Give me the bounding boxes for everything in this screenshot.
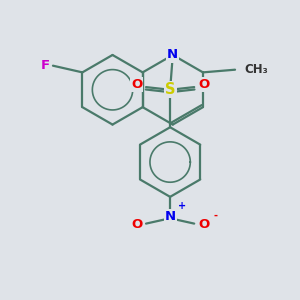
- Text: +: +: [178, 201, 186, 211]
- Text: O: O: [131, 218, 142, 231]
- Text: F: F: [40, 59, 50, 72]
- Text: O: O: [198, 78, 209, 91]
- Text: O: O: [131, 78, 142, 91]
- Text: -: -: [214, 211, 218, 220]
- Text: N: N: [167, 49, 178, 62]
- Text: O: O: [198, 218, 209, 231]
- Text: S: S: [165, 82, 175, 97]
- Text: CH₃: CH₃: [244, 63, 268, 76]
- Text: N: N: [165, 210, 176, 224]
